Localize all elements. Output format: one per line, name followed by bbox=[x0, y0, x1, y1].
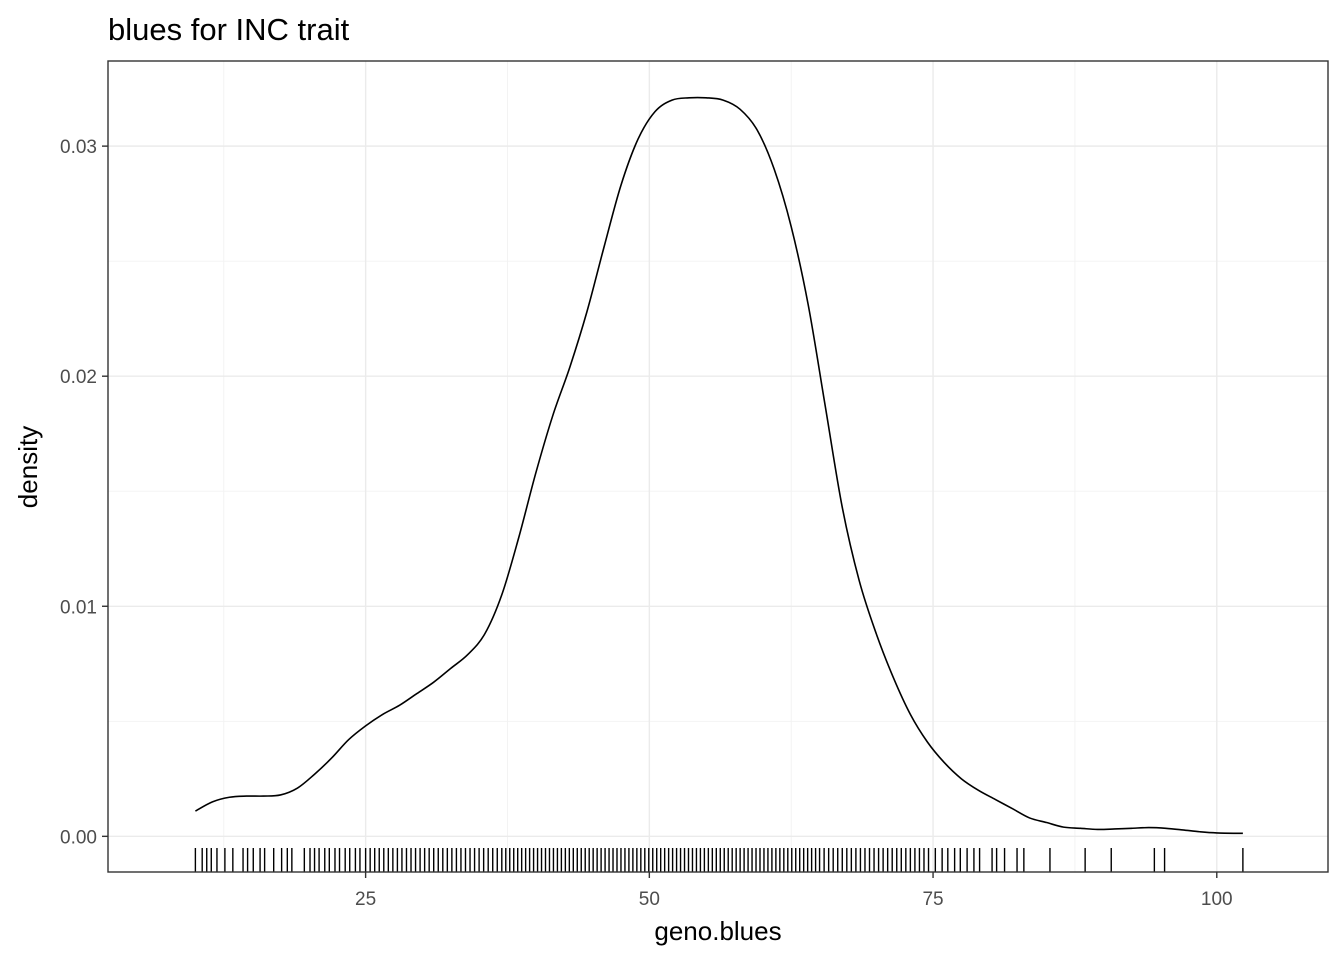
chart-title: blues for INC trait bbox=[108, 12, 350, 47]
y-tick-label: 0.03 bbox=[60, 137, 97, 158]
x-axis-title: geno.blues bbox=[654, 916, 781, 946]
y-axis: 0.00 0.01 0.02 0.03 bbox=[60, 137, 108, 848]
x-tick-label: 100 bbox=[1201, 889, 1233, 910]
x-tick-label: 50 bbox=[639, 889, 660, 910]
panel-border bbox=[107, 60, 1329, 873]
x-tick-label: 75 bbox=[922, 889, 943, 910]
y-tick-label: 0.00 bbox=[60, 827, 97, 848]
rug-marks bbox=[194, 848, 1244, 872]
y-tick-label: 0.01 bbox=[60, 597, 97, 618]
y-tick-label: 0.02 bbox=[60, 367, 97, 388]
minor-gridlines bbox=[108, 61, 1328, 872]
x-tick-label: 25 bbox=[355, 889, 376, 910]
major-gridlines bbox=[108, 61, 1328, 872]
y-axis-title: density bbox=[13, 426, 43, 508]
x-axis: 25 50 75 100 bbox=[355, 872, 1233, 910]
density-curve bbox=[195, 96, 1243, 835]
